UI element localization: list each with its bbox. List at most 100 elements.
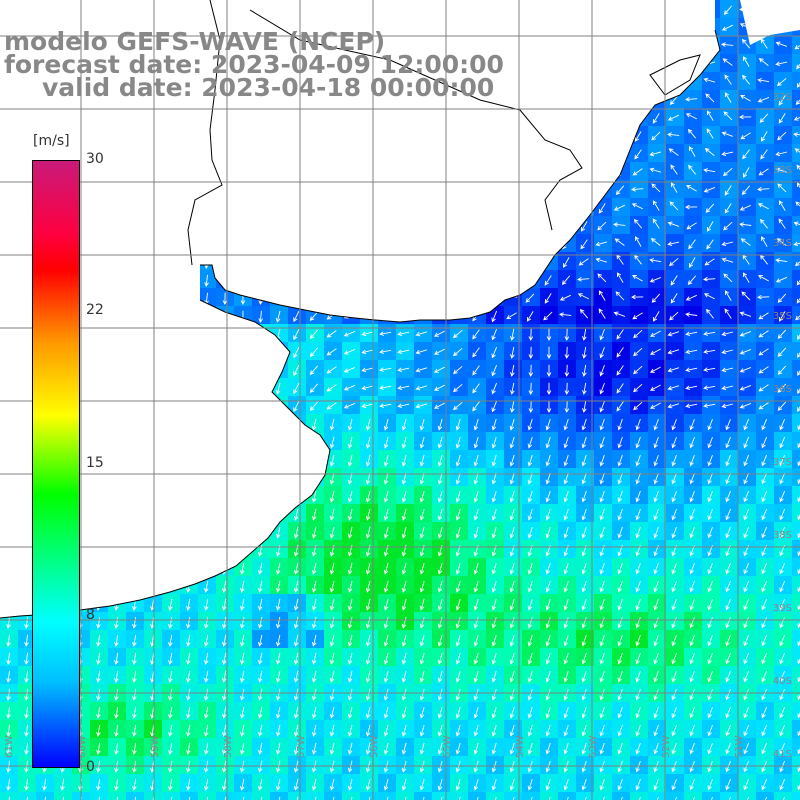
wind-arrow: [491, 418, 497, 431]
wind-arrow: [275, 742, 281, 755]
title-valid-date: valid date: 2023-04-18 00:00:00: [42, 73, 495, 102]
wind-arrow: [458, 796, 461, 800]
wind-arrow: [132, 778, 137, 791]
lat-label: 33S: [773, 165, 792, 176]
wind-arrow: [704, 258, 715, 266]
wind-arrow: [564, 328, 570, 341]
wind-arrow: [401, 490, 407, 503]
land-mask: [0, 0, 800, 618]
wind-arrow: [401, 706, 407, 719]
wind-arrow: [582, 382, 587, 395]
wind-cell: [612, 792, 630, 800]
wind-arrow: [275, 634, 281, 647]
wind-arrow: [617, 778, 623, 791]
lat-label: 34S: [773, 238, 792, 249]
wind-arrow: [437, 508, 443, 521]
wind-arrow: [797, 442, 800, 449]
wind-arrow: [797, 712, 800, 719]
wind-arrow: [203, 706, 209, 719]
wind-arrow: [649, 276, 662, 283]
wind-arrow: [671, 508, 677, 521]
wind-arrow: [617, 724, 623, 737]
wind-arrow: [649, 402, 661, 409]
wind-arrow: [314, 796, 317, 800]
wind-arrow: [653, 490, 659, 503]
wind-cell: [108, 792, 126, 800]
wind-arrow: [24, 688, 29, 701]
wind-arrow: [350, 796, 353, 800]
wind-arrow: [703, 276, 716, 282]
wind-arrow: [275, 724, 281, 737]
wind-arrow: [527, 490, 533, 503]
wind-arrow: [689, 490, 695, 503]
wind-arrow: [437, 724, 443, 737]
wind-arrow: [397, 349, 410, 355]
wind-arrow: [114, 724, 119, 737]
wind-cell: [180, 792, 198, 800]
wind-arrow: [635, 742, 641, 755]
wind-arrow: [491, 526, 497, 539]
wind-arrow: [797, 496, 800, 503]
wind-arrow: [186, 724, 191, 737]
wind-arrow: [455, 562, 461, 575]
wind-arrow: [6, 724, 11, 737]
lagoon: [649, 54, 701, 96]
wind-arrow: [685, 97, 698, 102]
wind-arrow: [309, 329, 319, 340]
wind-arrow: [797, 586, 800, 593]
wind-arrow: [203, 724, 209, 737]
wind-arrow: [329, 634, 335, 647]
wind-arrow: [671, 778, 677, 791]
wind-arrow: [743, 167, 750, 178]
wind-cell: [774, 792, 792, 800]
wind-arrow: [689, 688, 695, 701]
wind-arrow: [667, 221, 680, 227]
wind-arrow: [383, 598, 389, 611]
wind-arrow: [293, 598, 299, 611]
wind-arrow: [419, 562, 425, 575]
wind-arrow: [617, 562, 623, 575]
wind-arrow: [599, 580, 605, 593]
wind-arrow: [577, 277, 590, 282]
wind-arrow: [741, 185, 751, 196]
wind-arrow: [509, 652, 515, 665]
wind-arrow: [472, 329, 480, 340]
wind-arrow: [707, 436, 713, 449]
wind-arrow: [473, 688, 479, 701]
wind-arrow: [689, 436, 695, 449]
wind-arrow: [365, 742, 371, 755]
wind-arrow: [559, 294, 571, 301]
wind-arrow: [455, 418, 461, 431]
wind-arrow: [685, 403, 698, 409]
wind-arrow: [221, 598, 227, 611]
wind-arrow: [528, 364, 534, 377]
wind-cell: [792, 720, 800, 738]
wind-arrow: [293, 311, 300, 323]
wind-arrow: [633, 347, 643, 357]
wind-arrow: [150, 634, 155, 647]
wind-arrow: [743, 454, 750, 467]
wind-arrow: [455, 688, 461, 701]
wind-arrow: [617, 580, 623, 593]
wind-arrow: [473, 778, 479, 791]
wind-arrow: [452, 347, 463, 357]
wind-arrow: [472, 347, 480, 358]
lat-label: 32S: [773, 92, 792, 103]
wind-arrow: [383, 436, 389, 449]
wind-arrow: [777, 329, 787, 339]
wind-arrow: [311, 562, 317, 575]
wind-arrow: [761, 742, 768, 755]
wind-arrow: [419, 634, 425, 647]
wind-arrow: [742, 149, 750, 160]
wind-arrow: [527, 598, 533, 611]
wind-arrow: [379, 403, 392, 408]
wind-arrow: [671, 670, 677, 683]
wind-arrow: [132, 634, 137, 647]
wind-arrow: [721, 349, 734, 355]
wind-arrow: [509, 778, 515, 791]
wind-arrow: [491, 616, 497, 629]
wind-arrow: [293, 562, 299, 575]
wind-arrow: [509, 472, 515, 485]
wind-arrow: [739, 366, 752, 373]
wind-cell: [792, 324, 800, 342]
